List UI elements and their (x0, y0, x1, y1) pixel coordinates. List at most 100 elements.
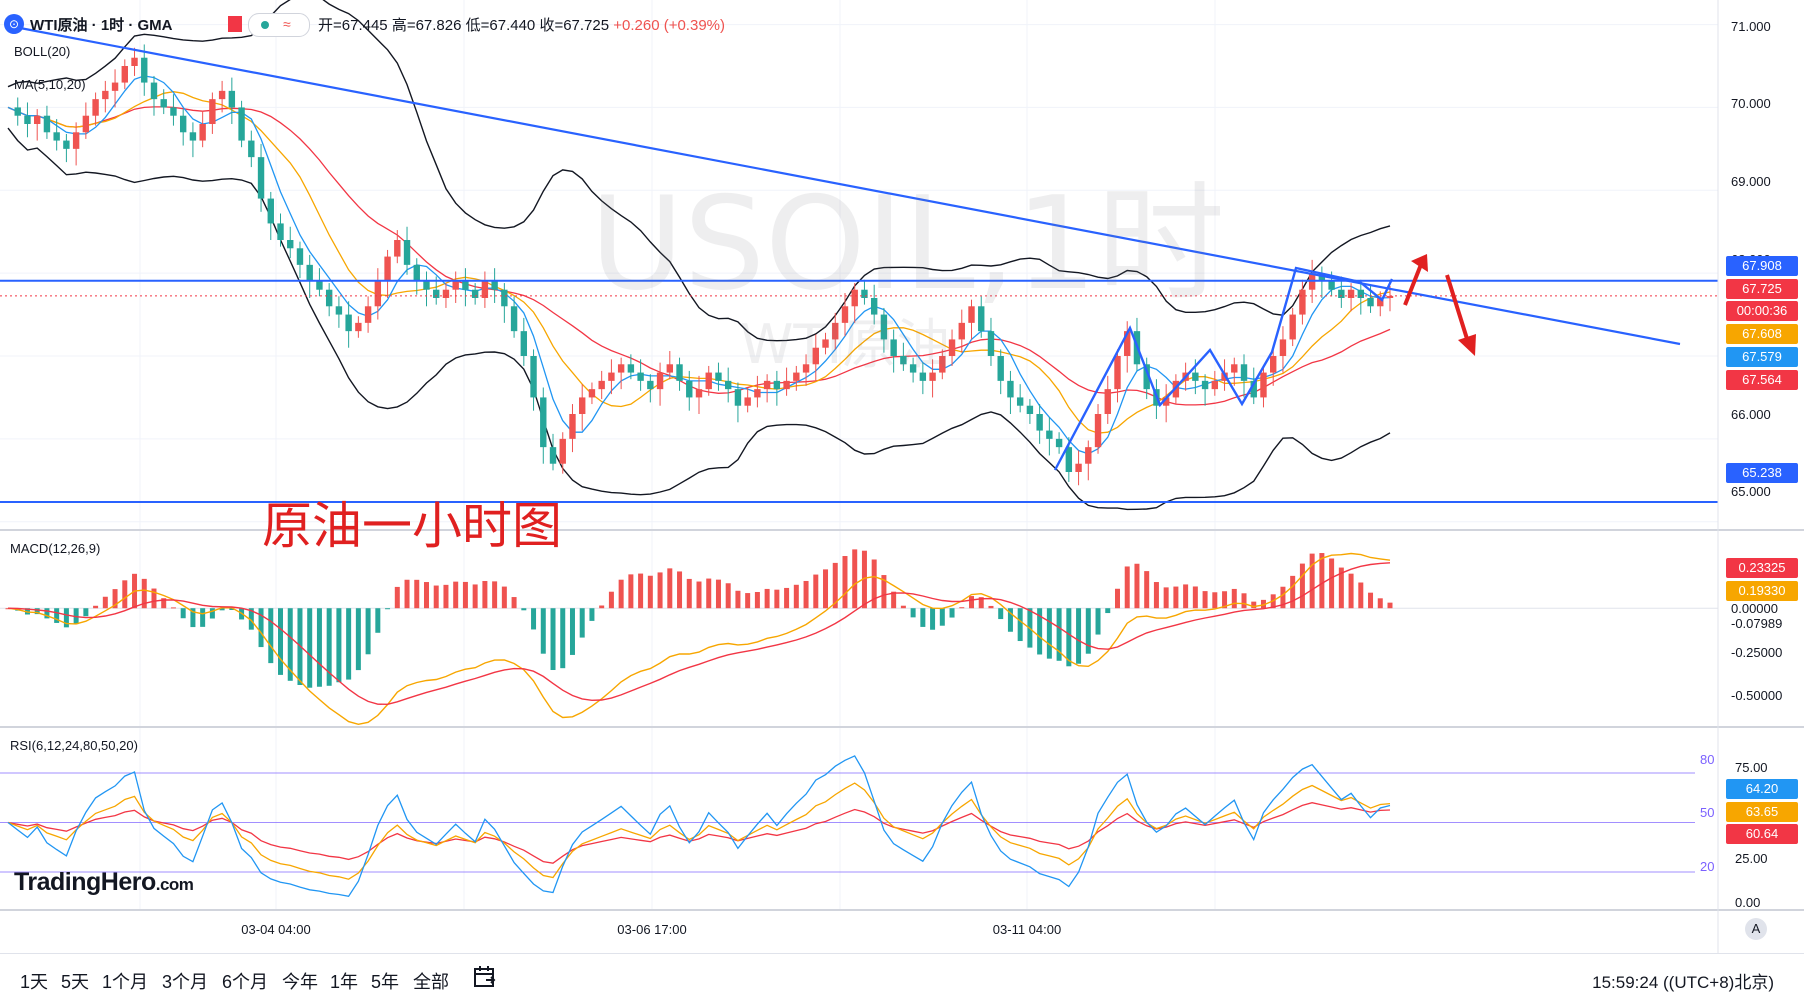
range-button-all[interactable]: 全部 (413, 972, 449, 992)
support-price-tag: 65.238 (1726, 463, 1798, 483)
candle (812, 334, 819, 381)
macd-histogram-bar (1290, 575, 1296, 609)
macd-histogram-bar (453, 581, 459, 609)
macd-histogram-bar (638, 573, 644, 609)
candle (939, 349, 946, 380)
candle (501, 283, 508, 323)
ma5-price-tag: 67.579 (1726, 347, 1798, 367)
candle-body (841, 306, 849, 323)
macd-histogram-bar (1387, 602, 1393, 609)
candle (403, 226, 411, 275)
rsi-legend[interactable]: RSI(6,12,24,80,50,20) (10, 738, 138, 753)
candle-body (1007, 380, 1014, 398)
range-button-1m[interactable]: 1个月 (102, 972, 149, 992)
candle (666, 351, 674, 380)
macd-histogram-bar (462, 581, 468, 609)
candle (111, 69, 119, 108)
calendar-goto-icon[interactable] (472, 964, 498, 990)
macd-histogram-bar (1114, 588, 1120, 609)
ma20-price-tag: 67.564 (1726, 370, 1798, 390)
rsi-level-label: 20 (1700, 859, 1715, 874)
candle (958, 309, 965, 353)
range-button-1y[interactable]: 1年 (330, 972, 359, 992)
candle-body (53, 132, 60, 141)
candle (1075, 450, 1082, 486)
range-button-5y[interactable]: 5年 (371, 972, 400, 992)
symbol-title: WTI原油 · 1时 · GMA (30, 17, 173, 34)
macd-histogram-bar (511, 597, 517, 609)
price-axis-label: 71.000 (1731, 19, 1771, 34)
candle (92, 92, 99, 126)
candle (24, 102, 31, 138)
range-button-1d[interactable]: 1天 (20, 972, 49, 992)
candle (841, 293, 849, 337)
candle-body (919, 372, 927, 381)
boll-lower-line (7, 127, 1391, 511)
candle (345, 301, 352, 348)
candle-body (647, 380, 654, 390)
candle (909, 357, 917, 383)
macd-histogram-bar (501, 586, 507, 609)
macd-histogram-bar (151, 588, 157, 609)
range-button-5d[interactable]: 5天 (61, 972, 90, 992)
candle-body (812, 347, 819, 365)
range-button-3m[interactable]: 3个月 (162, 972, 209, 992)
boll-legend[interactable]: BOLL(20) (14, 44, 71, 59)
candle-body (530, 356, 537, 398)
macd-histogram-bar (832, 562, 838, 609)
candle (676, 357, 683, 391)
macd-histogram-bar (355, 608, 361, 671)
macd-histogram-bar (793, 584, 799, 609)
macd-histogram-bar (579, 608, 585, 638)
candle-body (92, 99, 99, 116)
candle-body (608, 372, 615, 381)
macd-histogram-bar (1017, 608, 1023, 642)
macd-legend[interactable]: MACD(12,26,9) (10, 541, 101, 556)
candle (1260, 365, 1267, 408)
macd-histogram-bar (1124, 566, 1130, 609)
brand-name: TradingHero (14, 868, 156, 896)
auto-scale-button[interactable]: A (1745, 918, 1767, 940)
candle (656, 362, 664, 406)
candle-body (958, 322, 965, 340)
candle (179, 109, 187, 146)
flag-icon[interactable] (228, 16, 242, 32)
pane-separators (0, 0, 1804, 953)
candle (1289, 307, 1296, 347)
symbol-logo-icon[interactable]: ⊙ (4, 14, 24, 34)
candle (1026, 399, 1034, 424)
macd-histogram-bar (667, 568, 673, 609)
candle (199, 110, 206, 148)
candle-body (559, 438, 566, 464)
candle (316, 268, 323, 297)
candle-body (676, 364, 683, 381)
candle-body (121, 66, 128, 83)
candle (987, 317, 995, 366)
macd-histogram-bar (647, 575, 653, 609)
range-button-ytd[interactable]: 今年 (282, 972, 318, 992)
candle (929, 359, 936, 398)
rsi-pane (0, 755, 1695, 898)
range-button-6m[interactable]: 6个月 (222, 972, 269, 992)
macd-histogram-bar (1056, 608, 1062, 661)
macd-histogram-bar (959, 607, 965, 609)
candle-body (491, 281, 498, 290)
candle-body (218, 90, 226, 100)
candle-body (978, 306, 985, 332)
candle (150, 75, 158, 116)
candle-body (763, 380, 771, 390)
market-status-toggle[interactable]: ≈ (248, 13, 310, 37)
up-arrow-icon (1403, 261, 1424, 306)
macd-histogram-bar (414, 579, 420, 609)
macd-histogram-bar (745, 593, 751, 609)
time-axis-label: 03-06 17:00 (617, 922, 687, 937)
macd-histogram-bar (628, 574, 634, 609)
symbol-legend[interactable]: WTI原油 · 1时 · GMA (30, 14, 173, 35)
candle (1231, 357, 1238, 386)
candle (1299, 279, 1306, 325)
candle (520, 317, 528, 366)
candle (1114, 349, 1121, 403)
ma-legend[interactable]: MA(5,10,20) (14, 77, 86, 92)
timezone-clock[interactable]: 15:59:24 ((UTC+8)北京) (1592, 973, 1774, 992)
